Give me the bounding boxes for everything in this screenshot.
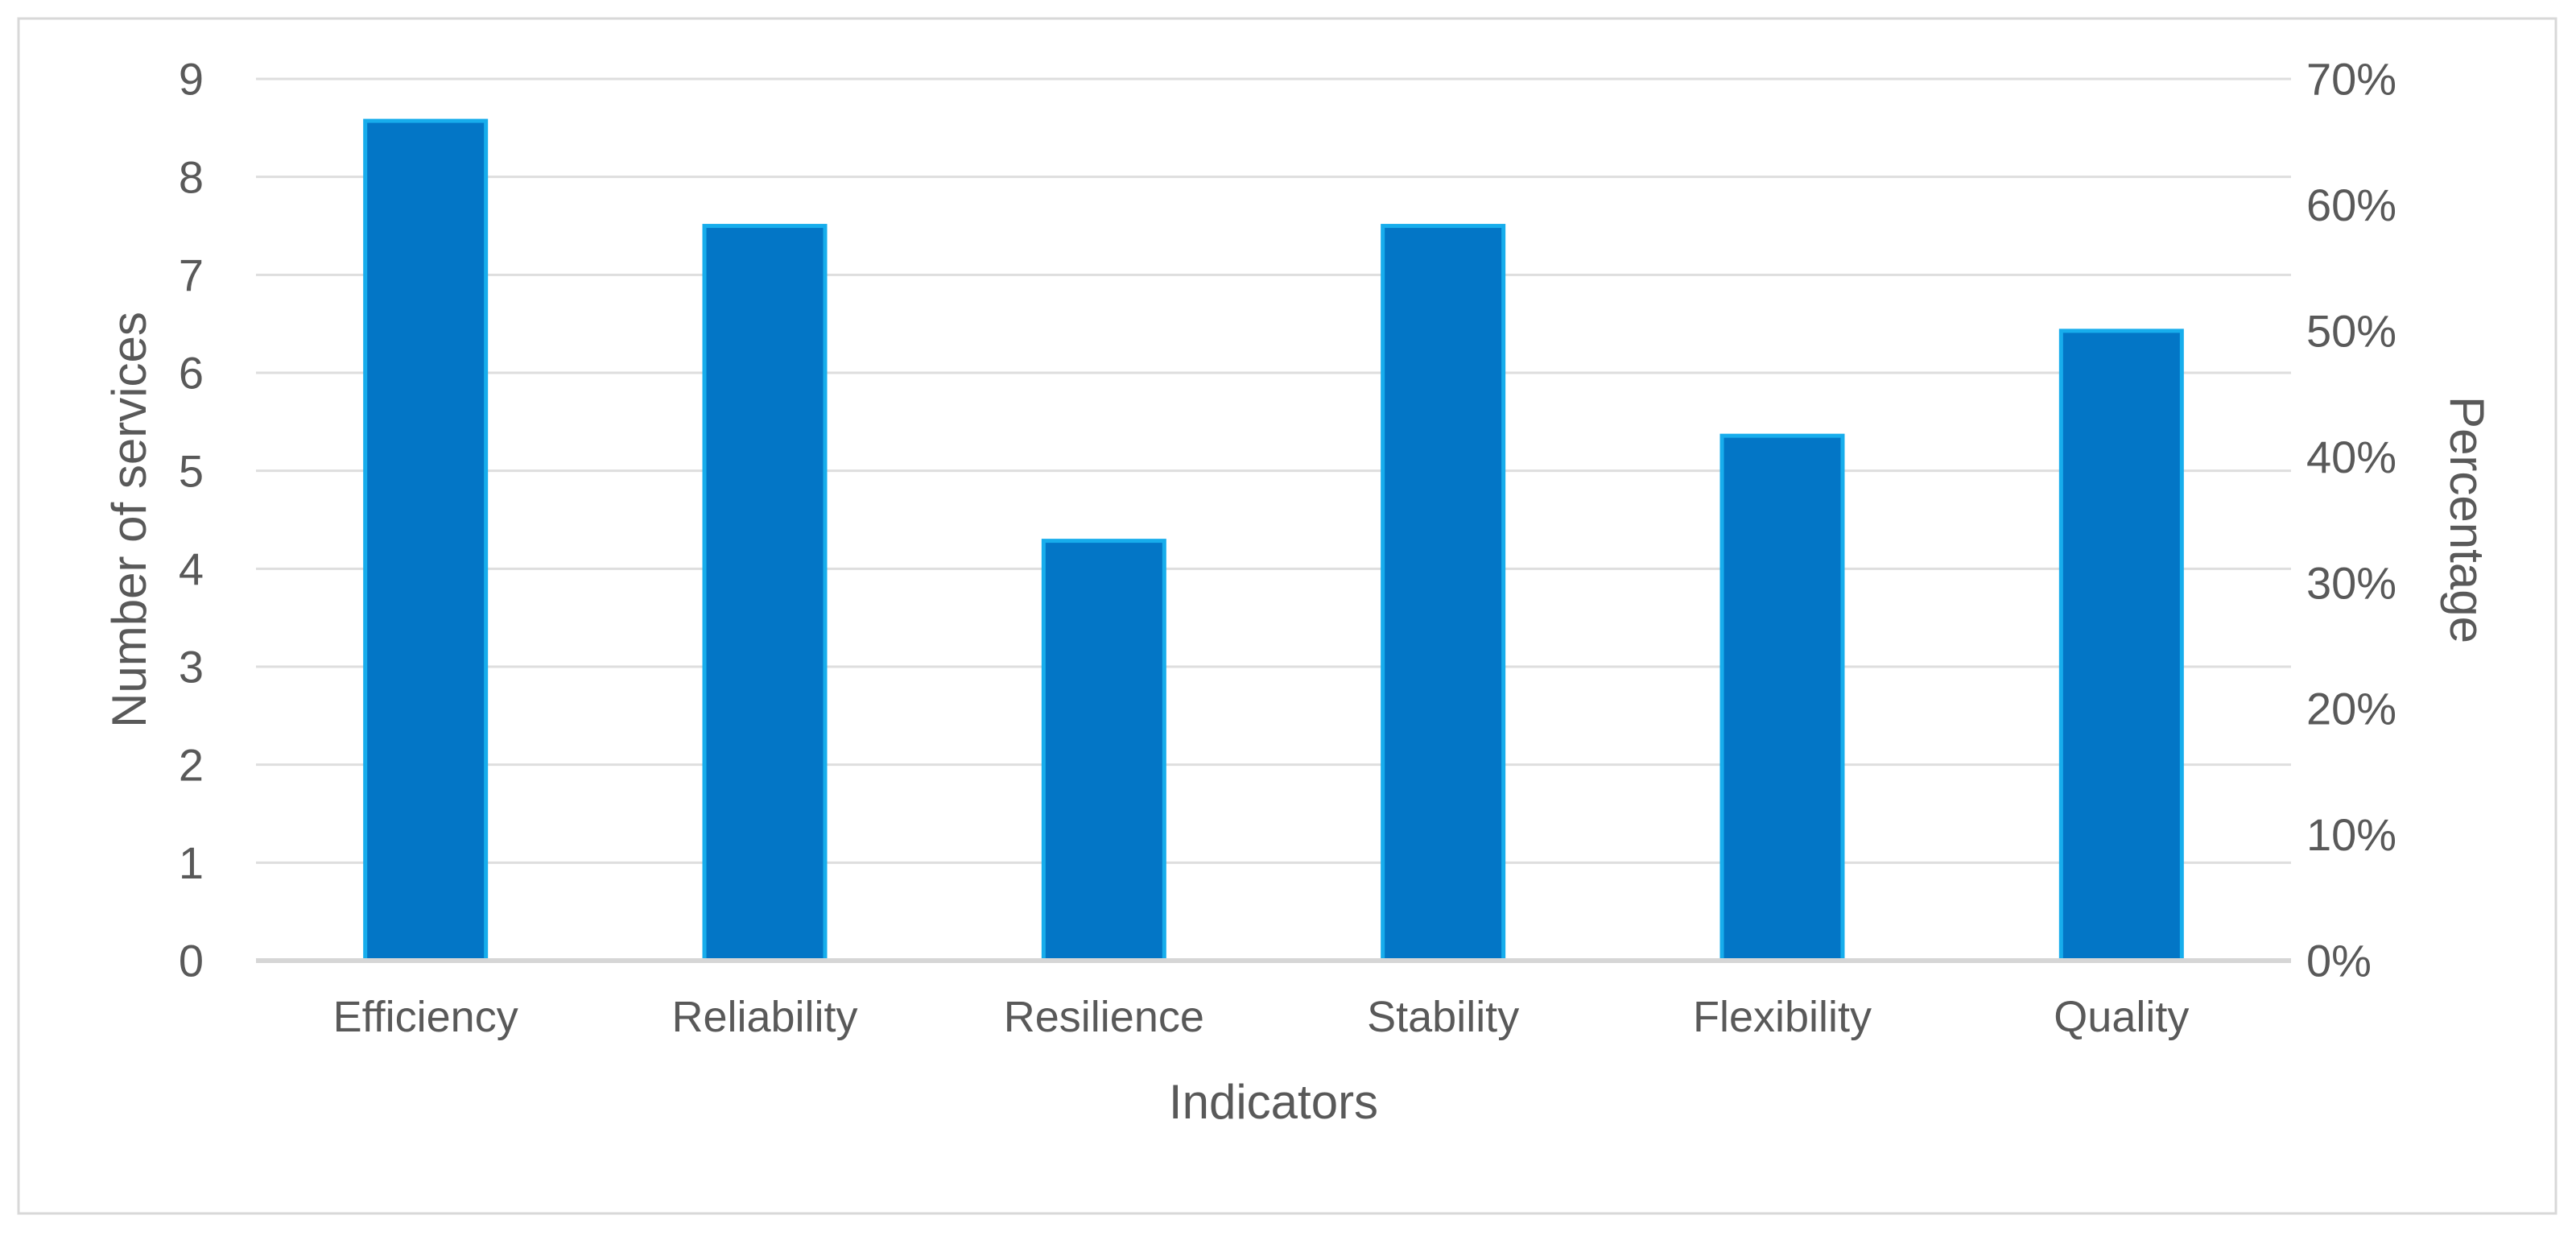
right-axis-tick-label: 40% — [2306, 432, 2396, 482]
right-y-axis-title: Percentage — [2440, 396, 2494, 643]
x-category-label: Flexibility — [1693, 993, 1872, 1041]
right-axis-tick-label: 50% — [2306, 305, 2396, 356]
right-axis-tick-label: 10% — [2306, 809, 2396, 860]
left-axis-tick-label: 0 — [179, 936, 204, 986]
bar-stability — [1381, 224, 1506, 963]
bar-efficiency — [363, 118, 489, 963]
x-axis-title: Indicators — [1169, 1075, 1378, 1129]
x-category-label: Resilience — [1004, 993, 1204, 1041]
left-axis-tick-label: 9 — [179, 54, 204, 105]
left-axis-tick-label: 3 — [179, 642, 204, 692]
left-axis-tick-label: 6 — [179, 348, 204, 399]
x-category-label: Stability — [1367, 993, 1519, 1041]
left-y-axis-title: Number of services — [102, 312, 156, 728]
left-axis-tick-label: 4 — [179, 544, 204, 594]
bar-quality — [2058, 329, 2184, 963]
right-axis-tick-label: 70% — [2306, 54, 2396, 105]
left-axis-tick-label: 7 — [179, 250, 204, 300]
right-axis-tick-label: 20% — [2306, 684, 2396, 734]
left-axis-tick-label: 8 — [179, 151, 204, 202]
right-axis-tick-label: 60% — [2306, 180, 2396, 230]
x-category-label: Efficiency — [333, 993, 518, 1041]
bar-flexibility — [1719, 433, 1845, 963]
left-axis-tick-label: 1 — [179, 837, 204, 888]
right-axis-tick-label: 30% — [2306, 557, 2396, 608]
right-axis-tick-label: 0% — [2306, 936, 2372, 986]
x-category-label: Reliability — [671, 993, 857, 1041]
bar-reliability — [702, 224, 828, 963]
x-category-label: Quality — [2054, 993, 2189, 1041]
bar-resilience — [1041, 539, 1166, 963]
left-axis-tick-label: 5 — [179, 445, 204, 496]
left-axis-tick-label: 2 — [179, 739, 204, 790]
